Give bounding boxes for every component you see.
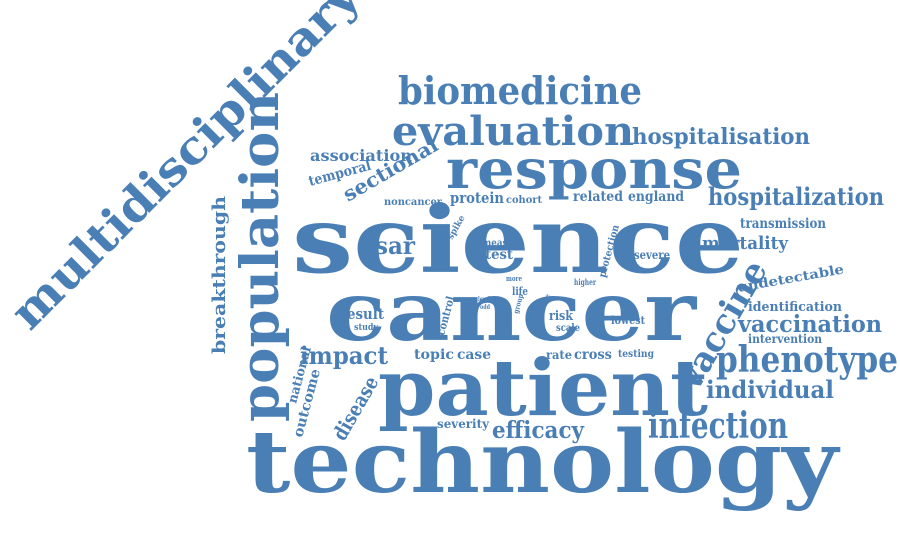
word-related: related [573, 189, 623, 205]
word-topic: topic [414, 347, 454, 363]
word-test: test [485, 247, 513, 263]
word-cross: cross [574, 347, 612, 363]
word-cohort: cohort [506, 195, 542, 206]
word-phenotype: phenotype [716, 339, 898, 381]
word-higher: higher [574, 277, 597, 287]
word-hospitalization: hospitalization [708, 182, 884, 211]
word-breakthrough: breakthrough [209, 196, 230, 354]
word-transmission: transmission [740, 216, 826, 232]
word-testing: testing [618, 349, 654, 360]
word-more: more [506, 274, 522, 283]
word-odd: odd [480, 304, 491, 311]
word-cancer: cancer [326, 264, 698, 360]
word-vaccination: vaccination [737, 311, 882, 338]
word-severity: severity [437, 417, 490, 431]
word-measure: measure [482, 238, 524, 249]
word-noncancer: noncancer [384, 197, 443, 208]
word-intervention: intervention [748, 332, 822, 346]
word-biomedicine: biomedicine [398, 68, 642, 113]
word-risk: risk [549, 309, 574, 324]
word-efficacy: efficacy [492, 417, 585, 444]
word-technology: technology [246, 412, 841, 513]
word-impact: impact [300, 341, 388, 370]
word-evaluation: evaluation [392, 108, 634, 155]
word-study: study [354, 323, 379, 333]
word-infection: infection [648, 405, 788, 447]
word-level: level [478, 296, 491, 303]
word-response: response [446, 137, 742, 201]
word-scale: scale [556, 323, 580, 334]
word-science: science [292, 186, 744, 294]
word-identification: identification [748, 300, 843, 315]
word-case: case [457, 347, 491, 363]
word-association: association [310, 146, 412, 165]
word-life: life [512, 285, 528, 298]
word-rate: rate [546, 348, 572, 362]
word-population: population [230, 92, 291, 422]
word-mortality: mortality [702, 233, 788, 254]
word-sar: sar [375, 231, 415, 260]
word-lowest: lowest [611, 314, 646, 327]
word-result: result [340, 305, 384, 323]
word-individual: individual [706, 375, 834, 404]
word-severe: severe [634, 248, 670, 262]
word-england: england [628, 189, 684, 205]
word-hospitalisation: hospitalisation [632, 124, 810, 150]
word-protein: protein [450, 189, 504, 207]
word-white: white [540, 293, 552, 313]
word-patient: patient [378, 343, 708, 434]
